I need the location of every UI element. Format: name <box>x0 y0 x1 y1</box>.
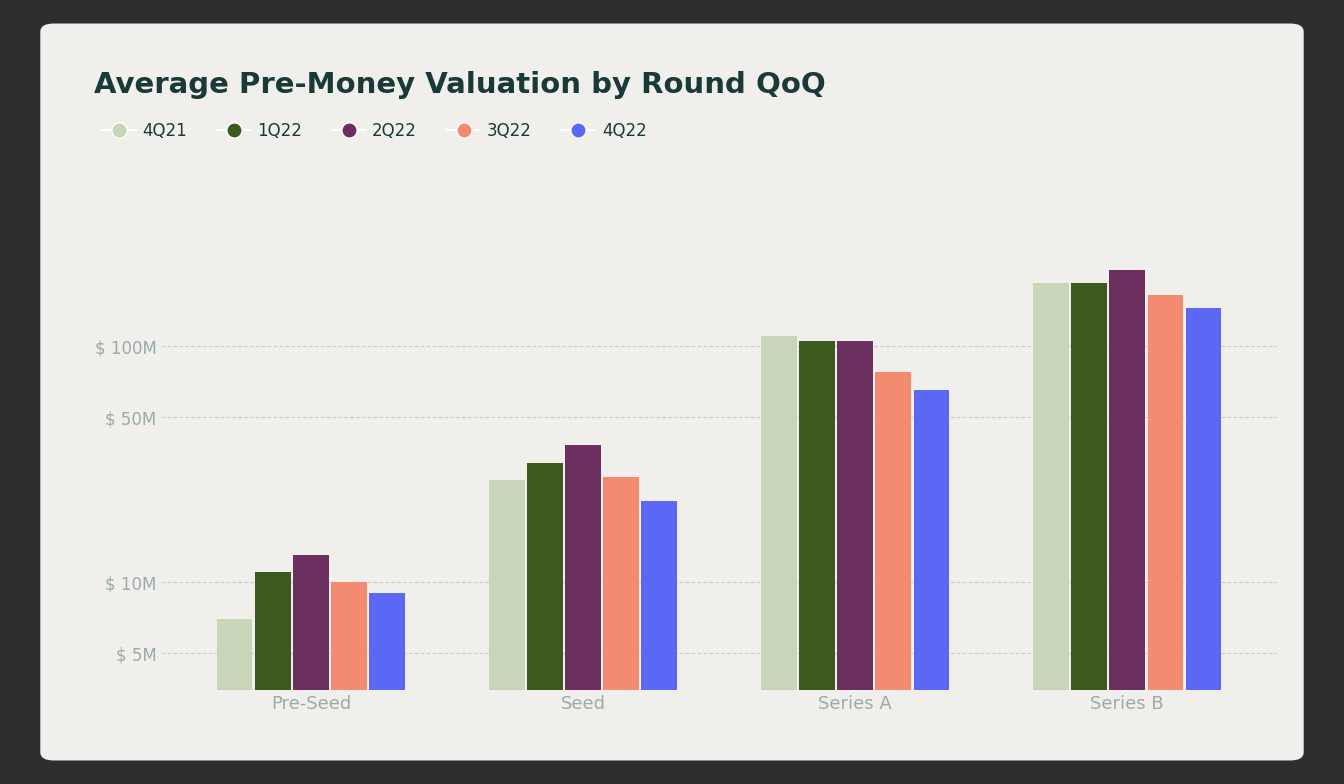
Bar <box>218 619 253 784</box>
Bar <box>875 372 911 784</box>
Bar <box>370 593 405 784</box>
Bar <box>761 336 797 784</box>
Bar <box>837 341 872 784</box>
Bar <box>255 572 290 784</box>
Bar <box>800 341 835 784</box>
Bar <box>332 583 367 784</box>
Bar <box>914 390 949 784</box>
Bar <box>603 477 638 784</box>
Bar <box>1185 308 1222 784</box>
Bar <box>566 445 601 784</box>
Bar <box>641 501 677 784</box>
Bar <box>1148 295 1183 784</box>
Bar <box>489 481 524 784</box>
Bar <box>527 463 563 784</box>
Bar <box>1034 283 1068 784</box>
Bar <box>1110 270 1145 784</box>
Legend: 4Q21, 1Q22, 2Q22, 3Q22, 4Q22: 4Q21, 1Q22, 2Q22, 3Q22, 4Q22 <box>102 122 646 140</box>
Text: Average Pre-Money Valuation by Round QoQ: Average Pre-Money Valuation by Round QoQ <box>94 71 825 99</box>
Bar <box>1071 283 1106 784</box>
Bar <box>293 555 329 784</box>
